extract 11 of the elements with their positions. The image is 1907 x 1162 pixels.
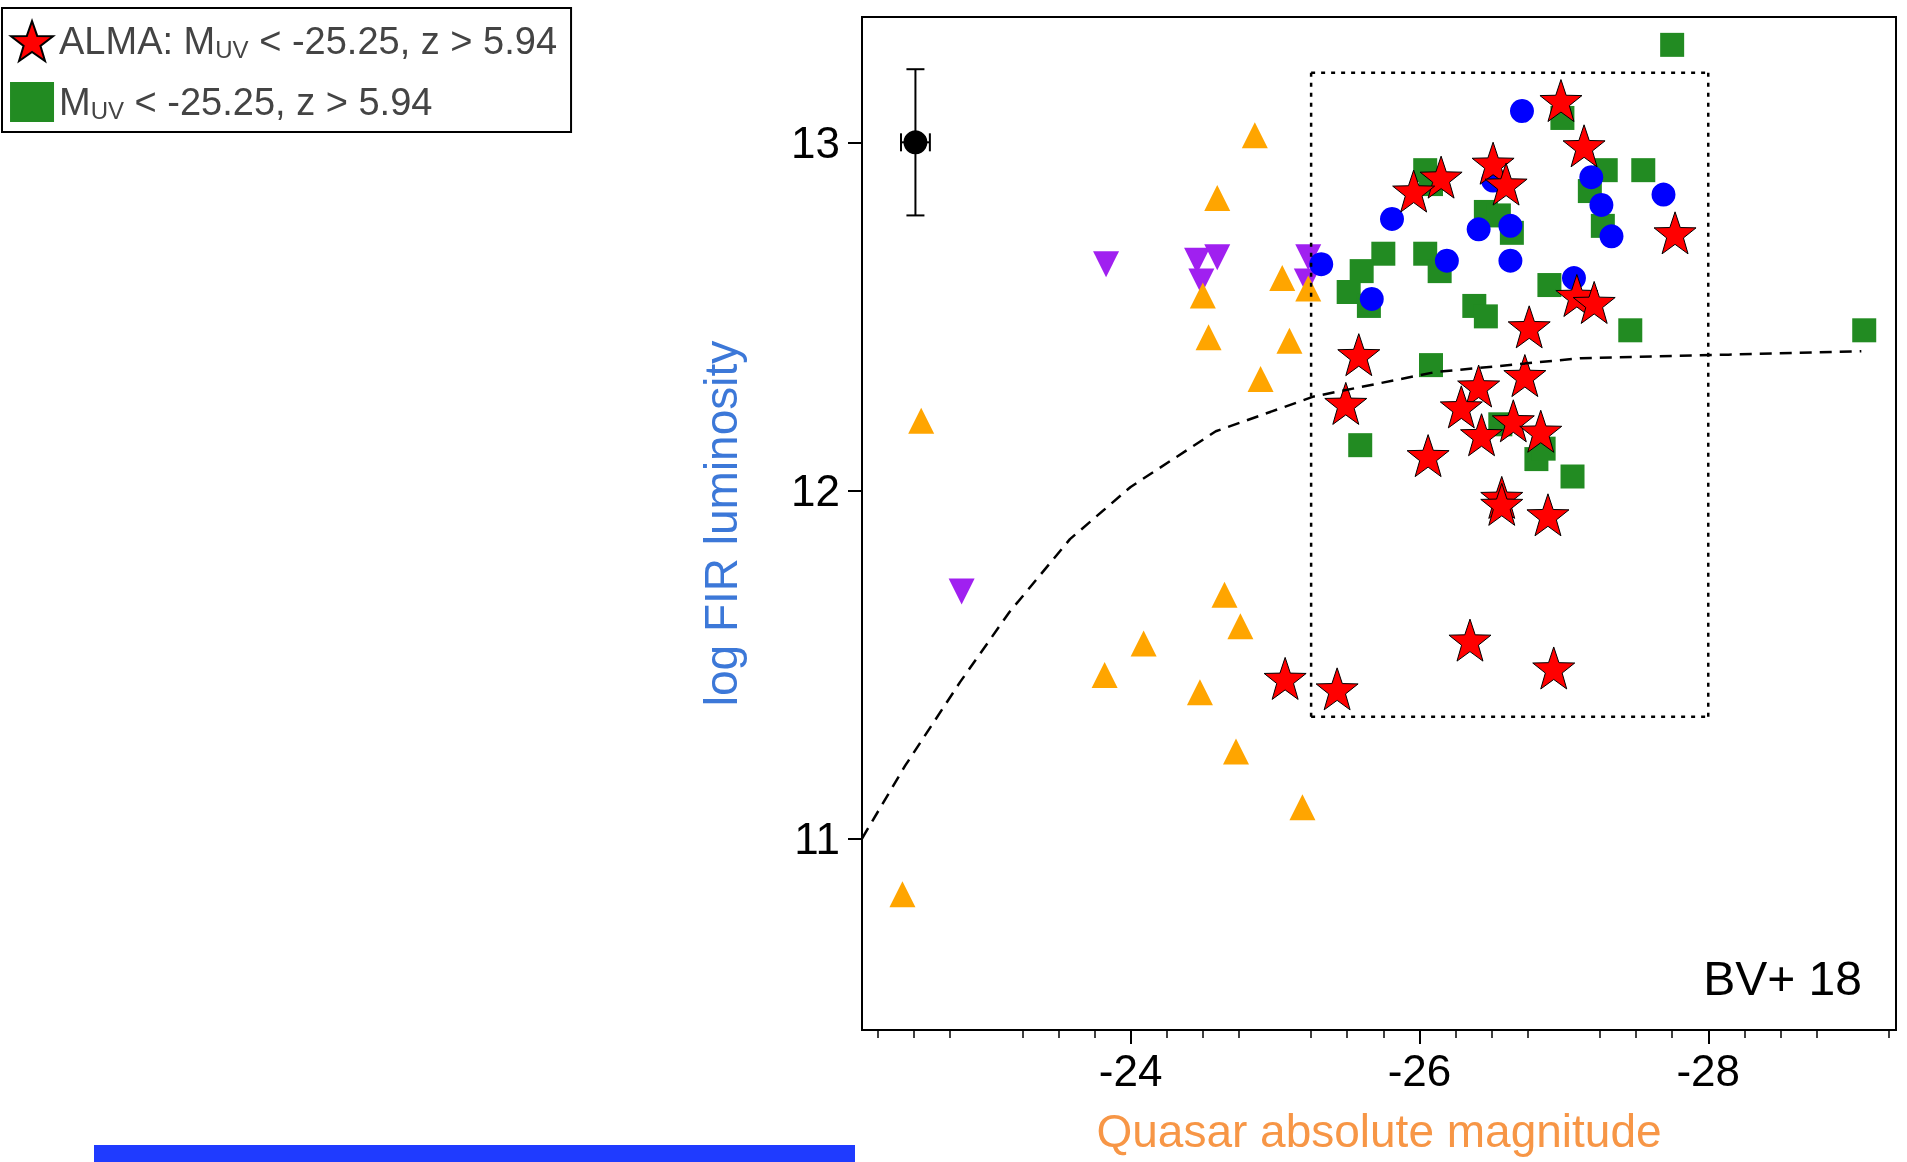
y-tick-label: 11	[794, 814, 840, 864]
x-axis-title: Quasar absolute magnitude	[1096, 1105, 1662, 1157]
y-axis-title: log FIR luminosity	[695, 340, 747, 707]
x-tick-label: -28	[1676, 1045, 1741, 1095]
legend-label: MUV < -25.25, z > 5.94	[59, 81, 433, 124]
y-tick-label: 12	[791, 465, 840, 515]
y-tick-label: 13	[791, 117, 840, 167]
annotation: BV+ 18	[1703, 951, 1863, 1005]
x-tick-label: -26	[1387, 1045, 1452, 1095]
x-tick-label: -24	[1098, 1045, 1163, 1095]
legend-label: ALMA: MUV < -25.25, z > 5.94	[59, 20, 558, 63]
